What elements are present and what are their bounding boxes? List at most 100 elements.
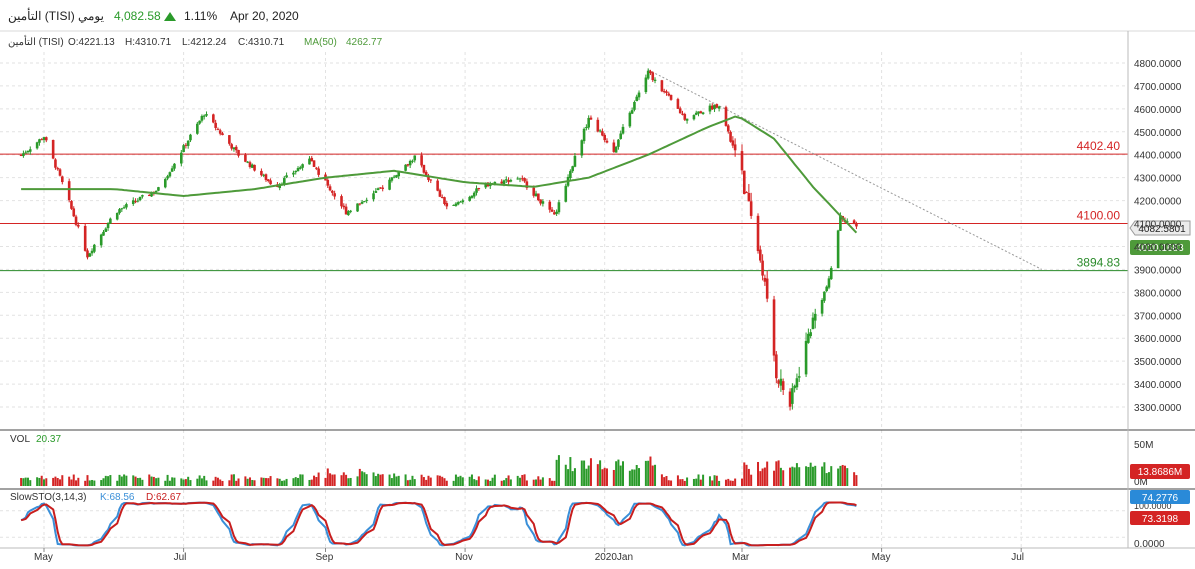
candle-body[interactable]	[186, 140, 190, 146]
candle-body[interactable]	[804, 340, 808, 375]
candle-body[interactable]	[232, 147, 236, 150]
candle-body[interactable]	[713, 104, 716, 110]
candle-body[interactable]	[797, 376, 801, 378]
candle-body[interactable]	[537, 193, 540, 201]
candle-body[interactable]	[173, 163, 176, 169]
candle-body[interactable]	[456, 202, 460, 205]
candle-body[interactable]	[56, 168, 60, 170]
candle-body[interactable]	[761, 260, 764, 276]
candle-body[interactable]	[637, 92, 641, 98]
candle-body[interactable]	[347, 211, 350, 216]
candle-body[interactable]	[809, 332, 812, 337]
candle-body[interactable]	[138, 196, 142, 201]
candle-body[interactable]	[587, 117, 590, 128]
candle-body[interactable]	[573, 155, 577, 167]
candle-body[interactable]	[569, 171, 572, 179]
candle-body[interactable]	[230, 144, 233, 149]
candle-body[interactable]	[200, 116, 204, 121]
candle-body[interactable]	[731, 140, 735, 146]
candle-body[interactable]	[589, 117, 593, 120]
candle-body[interactable]	[122, 207, 126, 209]
candle-body[interactable]	[260, 170, 263, 176]
candle-body[interactable]	[86, 250, 89, 258]
candle-body[interactable]	[250, 164, 254, 168]
candle-body[interactable]	[150, 192, 153, 197]
candle-body[interactable]	[493, 181, 497, 184]
candle-body[interactable]	[221, 133, 224, 136]
candle-body[interactable]	[617, 139, 620, 147]
candle-body[interactable]	[170, 168, 174, 172]
candle-body[interactable]	[189, 134, 192, 141]
candle-body[interactable]	[77, 224, 80, 227]
candle-body[interactable]	[692, 115, 696, 120]
candle-body[interactable]	[756, 215, 760, 252]
candle-body[interactable]	[248, 162, 252, 168]
candle-body[interactable]	[612, 142, 616, 152]
candle-body[interactable]	[180, 152, 183, 164]
candle-body[interactable]	[580, 140, 584, 156]
candle-body[interactable]	[331, 190, 334, 193]
candle-body[interactable]	[349, 210, 352, 212]
candle-body[interactable]	[772, 299, 776, 356]
candle-body[interactable]	[54, 159, 57, 168]
candle-body[interactable]	[141, 195, 144, 197]
candle-body[interactable]	[212, 114, 215, 123]
candle-body[interactable]	[470, 195, 474, 198]
candle-body[interactable]	[459, 201, 462, 203]
candle-body[interactable]	[88, 253, 92, 257]
candle-body[interactable]	[488, 184, 492, 187]
candle-body[interactable]	[340, 196, 343, 207]
candle-body[interactable]	[813, 313, 817, 321]
candle-body[interactable]	[660, 80, 664, 92]
candle-body[interactable]	[539, 199, 542, 204]
candle-body[interactable]	[83, 225, 87, 251]
candle-body[interactable]	[710, 105, 714, 110]
candle-body[interactable]	[184, 144, 188, 146]
candle-body[interactable]	[635, 96, 639, 102]
candle-body[interactable]	[763, 277, 767, 282]
candle-body[interactable]	[550, 209, 554, 212]
candle-body[interactable]	[633, 102, 636, 110]
candle-body[interactable]	[315, 167, 318, 169]
candle-body[interactable]	[292, 172, 295, 175]
candle-body[interactable]	[40, 139, 44, 141]
candle-body[interactable]	[502, 180, 506, 185]
candle-body[interactable]	[811, 317, 815, 330]
candle-body[interactable]	[395, 175, 398, 178]
candle-body[interactable]	[147, 195, 151, 197]
candle-body[interactable]	[585, 127, 588, 129]
candle-body[interactable]	[358, 203, 362, 205]
candle-body[interactable]	[376, 188, 380, 191]
candle-body[interactable]	[342, 205, 346, 208]
candle-body[interactable]	[205, 114, 208, 116]
candle-body[interactable]	[246, 161, 249, 163]
candle-body[interactable]	[564, 185, 568, 202]
candle-body[interactable]	[438, 190, 442, 197]
candle-body[interactable]	[681, 113, 684, 115]
candle-body[interactable]	[699, 111, 703, 114]
candle-body[interactable]	[781, 381, 785, 390]
candle-body[interactable]	[390, 177, 394, 181]
candle-body[interactable]	[228, 135, 231, 144]
candle-body[interactable]	[445, 203, 449, 207]
candle-body[interactable]	[820, 299, 824, 314]
candle-body[interactable]	[237, 149, 240, 156]
candle-body[interactable]	[38, 139, 41, 143]
candle-body[interactable]	[683, 114, 687, 120]
candle-body[interactable]	[461, 200, 465, 203]
candle-body[interactable]	[557, 202, 561, 213]
candle-body[interactable]	[326, 179, 330, 186]
candle-body[interactable]	[676, 99, 680, 109]
candle-body[interactable]	[651, 72, 655, 81]
candle-body[interactable]	[19, 155, 23, 157]
candle-body[interactable]	[678, 108, 682, 114]
candle-body[interactable]	[294, 170, 298, 173]
candle-body[interactable]	[381, 187, 385, 189]
candle-body[interactable]	[649, 71, 652, 74]
candle-body[interactable]	[282, 178, 286, 184]
candle-body[interactable]	[653, 79, 657, 81]
candle-body[interactable]	[548, 201, 552, 210]
candle-body[interactable]	[708, 105, 712, 112]
candle-body[interactable]	[779, 378, 783, 386]
